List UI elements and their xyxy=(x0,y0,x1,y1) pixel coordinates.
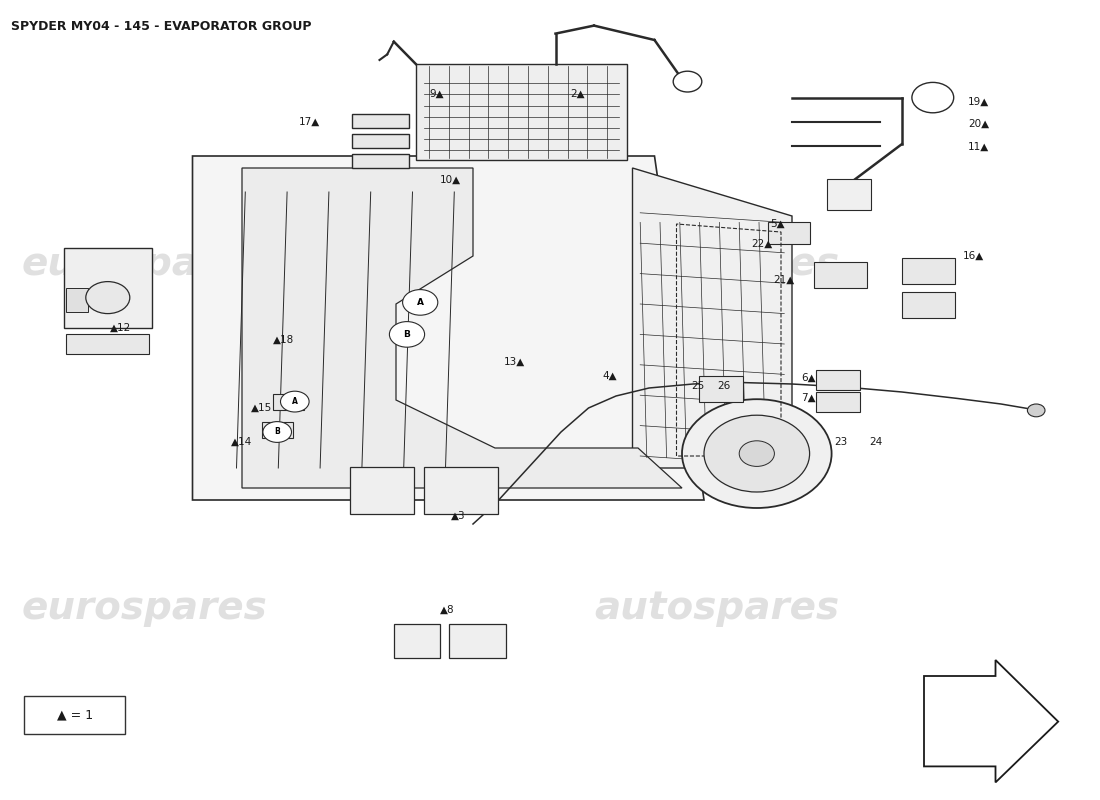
Text: ▲15: ▲15 xyxy=(251,403,272,413)
Text: 10▲: 10▲ xyxy=(440,175,461,185)
Bar xyxy=(816,392,860,412)
Text: 19▲: 19▲ xyxy=(968,97,989,106)
Polygon shape xyxy=(924,660,1058,782)
Bar xyxy=(698,376,742,402)
Bar xyxy=(64,248,152,328)
Text: ▲8: ▲8 xyxy=(440,605,454,614)
Text: 17▲: 17▲ xyxy=(299,117,320,126)
Circle shape xyxy=(86,282,130,314)
Text: 25: 25 xyxy=(691,381,704,390)
Circle shape xyxy=(739,441,774,466)
Bar xyxy=(902,292,955,318)
Text: SPYDER MY04 - 145 - EVAPORATOR GROUP: SPYDER MY04 - 145 - EVAPORATOR GROUP xyxy=(11,20,311,33)
Text: autospares: autospares xyxy=(594,245,839,283)
Circle shape xyxy=(682,399,832,508)
Text: eurospares: eurospares xyxy=(22,589,267,627)
Polygon shape xyxy=(242,168,682,488)
Bar xyxy=(352,114,409,128)
Text: ▲14: ▲14 xyxy=(231,437,252,446)
Text: 4▲: 4▲ xyxy=(603,371,617,381)
Text: 2▲: 2▲ xyxy=(570,89,584,98)
Text: B: B xyxy=(404,330,410,339)
Circle shape xyxy=(263,422,292,442)
Bar xyxy=(814,262,867,288)
Bar xyxy=(394,624,440,658)
Polygon shape xyxy=(192,156,704,500)
Bar xyxy=(449,624,506,658)
Bar xyxy=(66,334,148,354)
Text: ▲ = 1: ▲ = 1 xyxy=(57,709,92,722)
Text: A: A xyxy=(417,298,424,307)
Circle shape xyxy=(280,391,309,412)
Text: 26: 26 xyxy=(717,381,730,390)
Bar xyxy=(902,258,955,284)
Text: 7▲: 7▲ xyxy=(801,393,815,402)
Text: 21▲: 21▲ xyxy=(773,275,794,285)
Text: 11▲: 11▲ xyxy=(968,142,989,151)
Text: ▲3: ▲3 xyxy=(451,511,465,521)
Text: 23: 23 xyxy=(834,437,847,446)
Text: A: A xyxy=(292,397,298,406)
Circle shape xyxy=(389,322,425,347)
Bar xyxy=(768,222,810,244)
Text: 6▲: 6▲ xyxy=(801,373,815,382)
Bar xyxy=(24,696,125,734)
Polygon shape xyxy=(632,168,792,468)
Text: 16▲: 16▲ xyxy=(962,251,983,261)
Circle shape xyxy=(912,82,954,113)
Text: 5▲: 5▲ xyxy=(770,219,784,229)
Bar xyxy=(66,288,88,312)
Bar xyxy=(262,422,293,438)
Bar xyxy=(350,467,414,514)
Bar xyxy=(352,154,409,168)
Circle shape xyxy=(403,290,438,315)
Bar xyxy=(273,394,304,410)
Text: 22▲: 22▲ xyxy=(751,239,772,249)
Circle shape xyxy=(673,71,702,92)
Bar xyxy=(827,179,871,210)
Polygon shape xyxy=(416,64,627,160)
Text: ▲18: ▲18 xyxy=(273,335,294,345)
Circle shape xyxy=(1027,404,1045,417)
Text: 24: 24 xyxy=(869,437,882,446)
Bar xyxy=(352,134,409,148)
Text: autospares: autospares xyxy=(594,589,839,627)
Text: B: B xyxy=(274,427,280,437)
Circle shape xyxy=(704,415,810,492)
Text: 13▲: 13▲ xyxy=(504,357,525,366)
Text: ▲12: ▲12 xyxy=(110,323,131,333)
Text: 20▲: 20▲ xyxy=(968,119,989,129)
Text: eurospares: eurospares xyxy=(22,245,267,283)
Bar xyxy=(424,467,498,514)
Text: 9▲: 9▲ xyxy=(429,89,443,98)
Bar xyxy=(816,370,860,390)
